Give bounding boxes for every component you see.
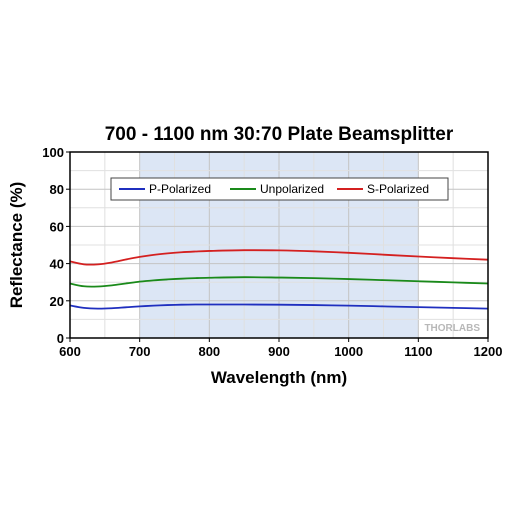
series-line-s-polarized: [69, 249, 489, 266]
x-tick-label: 900: [268, 344, 290, 359]
y-tick-label: 0: [57, 331, 64, 346]
y-tick-label: 20: [50, 294, 64, 309]
series-line-unpolarized: [69, 276, 489, 288]
y-tick-label: 40: [50, 257, 64, 272]
x-tick-label: 1000: [334, 344, 363, 359]
y-tick-label: 80: [50, 182, 64, 197]
series-lines: [69, 249, 489, 310]
legend-label: P-Polarized: [149, 182, 211, 196]
x-tick-label: 1100: [404, 344, 432, 359]
y-axis-label: Reflectance (%): [7, 182, 26, 309]
y-tick-label: 60: [50, 219, 64, 234]
legend-box: [110, 177, 449, 201]
x-tick-label: 800: [198, 344, 220, 359]
watermark-logo: THORLABS: [424, 323, 480, 334]
y-tick-label: 100: [42, 145, 64, 160]
x-tick-label: 600: [59, 344, 81, 359]
legend-label: Unpolarized: [260, 182, 324, 196]
x-axis-ticks: 600 700 800 900 1000 1100 1200: [59, 338, 502, 359]
y-axis-ticks: 0 20 40 60 80 100: [42, 145, 70, 346]
x-tick-label: 1200: [474, 344, 503, 359]
x-tick-label: 700: [129, 344, 151, 359]
chart-title: 700 - 1100 nm 30:70 Plate Beamsplitter: [105, 124, 454, 145]
legend: P-Polarized Unpolarized S-Polarized: [110, 177, 449, 201]
series-line-p-polarized: [69, 303, 489, 310]
legend-label: S-Polarized: [367, 182, 429, 196]
x-axis-label: Wavelength (nm): [211, 368, 347, 387]
